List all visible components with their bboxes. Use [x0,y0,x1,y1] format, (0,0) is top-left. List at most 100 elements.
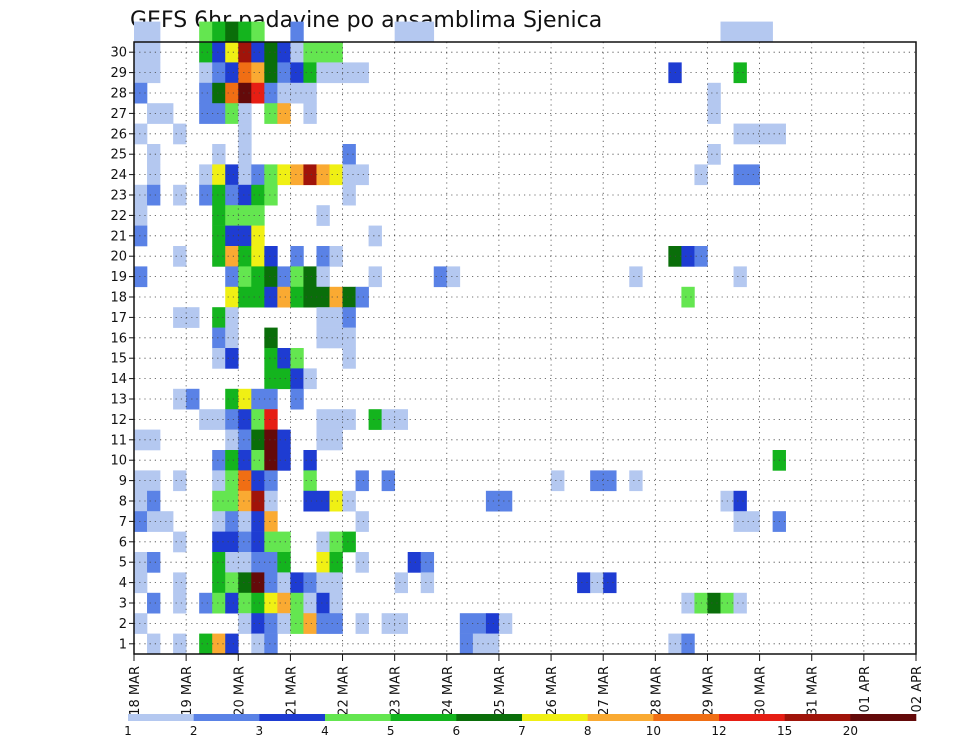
heatmap-cell [264,82,278,104]
heatmap-cell [225,307,239,328]
heatmap-cell [238,42,252,63]
heatmap-cell [316,409,343,430]
heatmap-cell [290,21,304,43]
heatmap-cell [264,266,278,288]
heatmap-cell [134,552,148,573]
heatmap-cell [277,62,291,84]
heatmap-cell [368,409,382,430]
heatmap-cell [681,286,695,308]
heatmap-cell [277,82,291,104]
heatmap-cell [446,266,461,288]
heatmap-cell [277,266,291,288]
colorbar-label: 7 [518,724,526,738]
heatmap-cell [485,613,500,634]
heatmap-cell [238,490,252,512]
heatmap-cell [212,450,226,471]
heatmap-cell [225,511,239,532]
colorbar-segment [784,714,851,721]
heatmap-cell [277,531,291,553]
heatmap-cell [212,531,226,553]
heatmap-cell [251,164,265,186]
heatmap-cell [329,572,343,594]
dotted-grid [134,42,916,654]
heatmap-cell [238,205,252,226]
heatmap-cell [355,470,369,492]
heatmap-cell [381,470,395,492]
colorbar-segment [719,714,785,721]
heatmap-cell [681,592,695,614]
heatmap-cell [134,429,161,451]
heatmap-cell [212,490,239,512]
heatmap-cell [225,286,239,308]
heatmap-cell [251,450,265,471]
heatmap-cell [368,266,382,288]
heatmap-cell [212,470,226,492]
heatmap-cell [277,42,291,63]
heatmap-cell [134,205,148,226]
colorbar-segment [193,714,260,721]
x-tick-label: 21 MAR [284,666,299,716]
heatmap-cell [303,62,317,84]
y-tick-label: 9 [119,474,127,489]
heatmap-cell [251,82,265,104]
heatmap-cell [316,42,343,63]
heatmap-cell [629,470,643,492]
heatmap-cell [238,592,252,614]
heatmap-cell [316,490,330,512]
heatmap-cell [225,592,239,614]
x-tick-label: 18 MAR [128,666,143,716]
heatmap-cell [147,184,161,206]
y-tick-label: 27 [110,107,127,122]
heatmap-cell [147,633,161,655]
y-axis: 1234567891011121314151617181920212223242… [110,46,134,652]
heatmap-cell [629,266,643,288]
heatmap-cell [238,511,252,532]
heatmap-cell [355,552,369,573]
heatmap-cell [147,490,161,512]
heatmap-cell [251,21,265,43]
heatmap-cell [368,225,382,247]
heatmap-cell [251,62,265,84]
heatmap-cell [342,144,356,165]
heatmap-cell [238,225,252,247]
heatmap-cell [225,266,239,288]
heatmap-cell [147,552,161,573]
heatmap-cell [147,164,161,186]
heatmap-cell [134,572,148,594]
heatmap-cell [238,470,252,492]
heatmap-cell [251,511,265,532]
y-tick-label: 14 [110,372,127,387]
colorbar-segment [456,714,523,721]
heatmap-cell [212,327,226,349]
heatmap-cell [225,164,239,186]
x-tick-label: 22 MAR [337,666,352,716]
heatmap-cell [303,450,317,471]
heatmap-cell [303,266,317,288]
heatmap-cell [733,123,760,145]
heatmap-cell [733,62,747,84]
heatmap-cell [238,429,252,451]
heatmap-cell [264,613,278,634]
heatmap-cell [707,592,721,614]
heatmap-cell [342,327,356,349]
heatmap-cell [251,409,265,430]
y-tick-label: 28 [110,87,127,102]
heatmap-cell [147,592,161,614]
colorbar-segment [259,714,326,721]
x-tick-label: 27 MAR [597,666,612,716]
heatmap-cell [212,103,226,124]
heatmap-cell [212,633,226,655]
heatmap-cell [238,266,252,288]
heatmap-cell [303,103,317,124]
heatmap-cell [485,633,500,655]
heatmap-cell [290,42,304,63]
heatmap-cell [251,592,265,614]
y-tick-label: 25 [110,148,127,163]
heatmap-cell [251,42,265,63]
heatmap-cell [251,266,265,288]
y-tick-label: 8 [119,495,127,510]
heatmap-cell [264,103,278,124]
heatmap-cell [303,592,317,614]
heatmap-cell [199,103,213,124]
